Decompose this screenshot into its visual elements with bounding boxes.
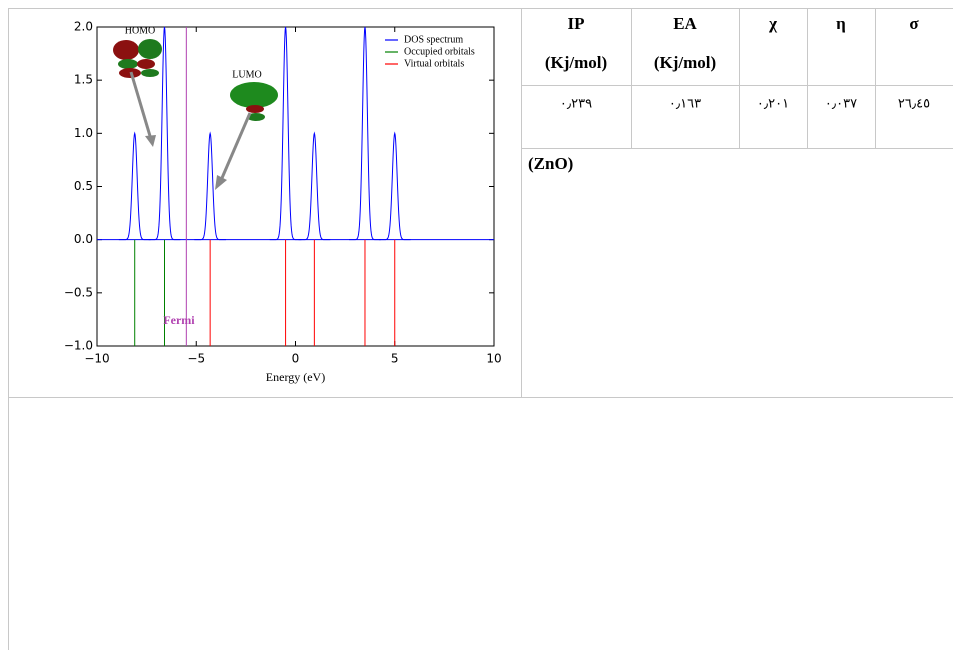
note: (ZnO) [528, 154, 573, 173]
cell: ٠٫٢٠١ [757, 97, 789, 112]
cell: ٠٫١٦٣ [669, 97, 701, 112]
column-header: EA [673, 14, 697, 33]
data-table: IP (Kj/mol) EA (Kj/mol) χ η σ ٠٫٢٣٩ ٠٫١٦… [528, 14, 930, 173]
annotation: HOMO [125, 25, 156, 36]
arrow-head [215, 175, 227, 190]
homo-lobe [138, 39, 162, 59]
y-tick-label: 2.0 [74, 20, 93, 34]
dos-peak [270, 27, 302, 240]
annotation: LUMO [232, 69, 261, 80]
cell: ٠٫٢٣٩ [560, 97, 592, 112]
homo-lobe [113, 40, 139, 60]
dos-peak [379, 133, 411, 239]
dos-peak [119, 133, 151, 239]
y-tick-label: 1.0 [74, 126, 93, 140]
x-tick-label: 0 [292, 352, 300, 366]
orbital-pictures: HOMO LUMO [113, 25, 278, 190]
x-tick-label: −10 [84, 352, 109, 366]
column-unit: (Kj/mol) [654, 53, 716, 72]
dos-peak [349, 27, 381, 240]
arrow [131, 72, 150, 136]
x-axis-label: Energy (eV) [266, 370, 325, 384]
x-tick-label: −5 [187, 352, 205, 366]
column-header: σ [909, 14, 919, 33]
cell: ٠٫٠٣٧ [825, 97, 857, 112]
homo-lobe [141, 69, 159, 77]
arrow [222, 113, 250, 178]
legend-label: Virtual orbitals [404, 58, 464, 69]
column-unit: (Kj/mol) [545, 53, 607, 72]
homo-lobe [118, 59, 138, 69]
column-header: IP [568, 14, 585, 33]
y-tick-label: −0.5 [64, 285, 93, 299]
x-tick-label: 10 [486, 352, 501, 366]
lumo-lobe [246, 105, 264, 113]
page: −10 −5 0 5 10 −1.0 −0.5 0.0 0.5 1.0 1.5 2.0 Energy (… [0, 0, 953, 650]
layout-rules [8, 8, 953, 650]
y-tick-label: 1.5 [74, 73, 93, 87]
y-tick-label: 0.0 [74, 232, 93, 246]
legend-label: Occupied orbitals [404, 46, 475, 57]
fermi-label: Fermi [163, 313, 195, 327]
dos-peak [194, 133, 226, 239]
x-tick-label: 5 [391, 352, 399, 366]
column-header: η [836, 14, 846, 33]
lumo-lobe [230, 82, 278, 108]
cell: ٢٦٫٤٥ [898, 97, 930, 112]
y-tick-label: 0.5 [74, 179, 93, 193]
dos-peak [298, 133, 330, 239]
dos-peak [149, 27, 181, 240]
homo-lobe [137, 59, 155, 69]
legend-label: DOS spectrum [404, 34, 463, 45]
column-header: χ [768, 14, 777, 33]
y-tick-label: −1.0 [64, 339, 93, 353]
arrow-head [145, 135, 156, 147]
